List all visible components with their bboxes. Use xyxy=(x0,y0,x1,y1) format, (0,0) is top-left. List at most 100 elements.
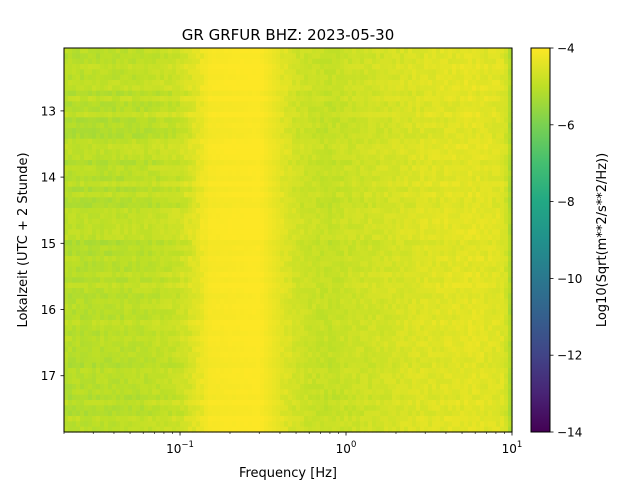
heatmap-cell xyxy=(208,384,213,390)
heatmap-cell xyxy=(144,170,149,177)
heatmap-cell xyxy=(164,373,169,380)
heatmap-cell xyxy=(100,48,105,54)
heatmap-cell xyxy=(184,64,189,70)
heatmap-cell xyxy=(300,144,305,150)
heatmap-cell xyxy=(84,378,89,385)
heatmap-cell xyxy=(200,293,205,300)
heatmap-cell xyxy=(212,293,217,300)
heatmap-cell xyxy=(192,368,197,374)
heatmap-cell xyxy=(328,213,333,220)
heatmap-cell xyxy=(300,64,305,70)
heatmap-cell xyxy=(288,288,293,294)
heatmap-cell xyxy=(96,149,101,156)
heatmap-cell xyxy=(228,245,233,252)
heatmap-cell xyxy=(88,112,93,118)
heatmap-cell xyxy=(160,186,165,193)
heatmap-cell xyxy=(276,272,281,278)
heatmap-cell xyxy=(284,192,289,198)
heatmap-cell xyxy=(184,410,189,417)
heatmap-cell xyxy=(244,336,249,342)
heatmap-cell xyxy=(308,170,313,177)
heatmap-cell xyxy=(232,186,237,193)
heatmap-cell xyxy=(128,106,133,113)
heatmap-cell xyxy=(324,250,329,257)
heatmap-cell xyxy=(140,186,145,193)
heatmap-cell xyxy=(264,384,269,390)
heatmap-cell xyxy=(336,325,341,332)
heatmap-cell xyxy=(288,336,293,342)
heatmap-cell xyxy=(156,64,161,70)
heatmap-cell xyxy=(300,85,305,92)
heatmap-cell xyxy=(128,112,133,118)
heatmap-cell xyxy=(176,85,181,92)
heatmap-cell xyxy=(172,240,177,246)
heatmap-cell xyxy=(260,266,265,273)
heatmap-cell xyxy=(160,229,165,236)
heatmap-cell xyxy=(312,74,317,81)
heatmap-cell xyxy=(324,400,329,406)
heatmap-cell xyxy=(212,368,217,374)
heatmap-cell xyxy=(68,229,73,236)
heatmap-cell xyxy=(120,373,125,380)
heatmap-cell xyxy=(296,325,301,332)
heatmap-cell xyxy=(196,48,201,54)
heatmap-cell xyxy=(120,394,125,401)
heatmap-cell xyxy=(232,384,237,390)
heatmap-cell xyxy=(304,74,309,81)
heatmap-cell xyxy=(232,64,237,70)
heatmap-cell xyxy=(288,229,293,236)
heatmap-cell xyxy=(100,176,105,182)
heatmap-cell xyxy=(312,160,317,166)
heatmap-cell xyxy=(180,101,185,108)
heatmap-cell xyxy=(232,320,237,326)
heatmap-cell xyxy=(272,320,277,326)
heatmap-cell xyxy=(304,138,309,145)
heatmap-cell xyxy=(156,309,161,316)
heatmap-cell xyxy=(276,416,281,422)
heatmap-cell xyxy=(180,170,185,177)
heatmap-cell xyxy=(316,309,321,316)
heatmap-cell xyxy=(168,165,173,172)
heatmap-cell xyxy=(264,266,269,273)
heatmap-cell xyxy=(164,133,169,140)
heatmap-cell xyxy=(324,384,329,390)
heatmap-cell xyxy=(208,282,213,289)
heatmap-cell xyxy=(296,384,301,390)
heatmap-cell xyxy=(272,181,277,188)
heatmap-cell xyxy=(284,133,289,140)
heatmap-cell xyxy=(84,90,89,97)
heatmap-cell xyxy=(304,181,309,188)
heatmap-cell xyxy=(280,138,285,145)
heatmap-cell xyxy=(304,128,309,134)
heatmap-cell xyxy=(136,224,141,230)
heatmap-cell xyxy=(160,266,165,273)
heatmap-cell xyxy=(200,149,205,156)
heatmap-cell xyxy=(176,389,181,396)
heatmap-cell xyxy=(72,362,77,369)
heatmap-cell xyxy=(316,389,321,396)
heatmap-cell xyxy=(232,128,237,134)
heatmap-cell xyxy=(156,112,161,118)
heatmap-cell xyxy=(140,128,145,134)
heatmap-cell xyxy=(212,106,217,113)
heatmap-cell xyxy=(80,277,85,284)
heatmap-cell xyxy=(164,176,169,182)
heatmap-cell xyxy=(212,192,217,198)
heatmap-cell xyxy=(192,74,197,81)
heatmap-cell xyxy=(112,250,117,257)
heatmap-cell xyxy=(324,64,329,70)
heatmap-cell xyxy=(292,69,297,76)
heatmap-cell xyxy=(276,346,281,353)
heatmap-cell xyxy=(220,394,225,401)
heatmap-cell xyxy=(308,405,313,412)
heatmap-cell xyxy=(92,112,97,118)
heatmap-cell xyxy=(264,186,269,193)
heatmap-cell xyxy=(316,304,321,310)
heatmap-cell xyxy=(320,261,325,268)
heatmap-cell xyxy=(148,384,153,390)
heatmap-cell xyxy=(332,186,337,193)
heatmap-cell xyxy=(184,325,189,332)
heatmap-cell xyxy=(332,373,337,380)
heatmap-cell xyxy=(100,138,105,145)
heatmap-cell xyxy=(208,192,213,198)
